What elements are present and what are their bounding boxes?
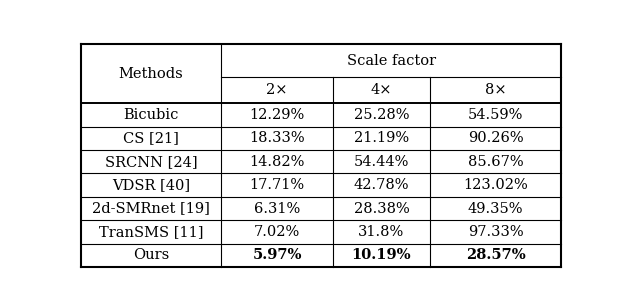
Text: Ours: Ours bbox=[133, 248, 169, 262]
Text: VDSR [40]: VDSR [40] bbox=[112, 178, 190, 192]
Text: 97.33%: 97.33% bbox=[468, 225, 523, 239]
Text: 12.29%: 12.29% bbox=[250, 108, 305, 122]
Text: 123.02%: 123.02% bbox=[463, 178, 528, 192]
Text: TranSMS [11]: TranSMS [11] bbox=[99, 225, 203, 239]
Text: Bicubic: Bicubic bbox=[123, 108, 178, 122]
Text: 4×: 4× bbox=[371, 83, 393, 97]
Text: 18.33%: 18.33% bbox=[249, 131, 305, 145]
Text: CS [21]: CS [21] bbox=[123, 131, 179, 145]
Text: 8×: 8× bbox=[485, 83, 506, 97]
Text: SRCNN [24]: SRCNN [24] bbox=[105, 155, 197, 169]
Text: 54.44%: 54.44% bbox=[354, 155, 409, 169]
Text: 28.38%: 28.38% bbox=[354, 201, 409, 216]
Text: 28.57%: 28.57% bbox=[466, 248, 525, 262]
Text: 42.78%: 42.78% bbox=[354, 178, 409, 192]
Text: 49.35%: 49.35% bbox=[468, 201, 523, 216]
Text: Scale factor: Scale factor bbox=[347, 54, 436, 68]
Text: 7.02%: 7.02% bbox=[254, 225, 300, 239]
Text: 2d-SMRnet [19]: 2d-SMRnet [19] bbox=[92, 201, 210, 216]
Text: 10.19%: 10.19% bbox=[352, 248, 411, 262]
Text: Methods: Methods bbox=[119, 67, 183, 81]
Text: 2×: 2× bbox=[267, 83, 288, 97]
Text: 21.19%: 21.19% bbox=[354, 131, 409, 145]
Text: 17.71%: 17.71% bbox=[250, 178, 305, 192]
Text: 85.67%: 85.67% bbox=[468, 155, 523, 169]
Text: 54.59%: 54.59% bbox=[468, 108, 523, 122]
Text: 5.97%: 5.97% bbox=[252, 248, 302, 262]
Text: 90.26%: 90.26% bbox=[468, 131, 523, 145]
Text: 6.31%: 6.31% bbox=[254, 201, 300, 216]
Text: 25.28%: 25.28% bbox=[354, 108, 409, 122]
Text: 31.8%: 31.8% bbox=[358, 225, 404, 239]
Text: 14.82%: 14.82% bbox=[250, 155, 305, 169]
